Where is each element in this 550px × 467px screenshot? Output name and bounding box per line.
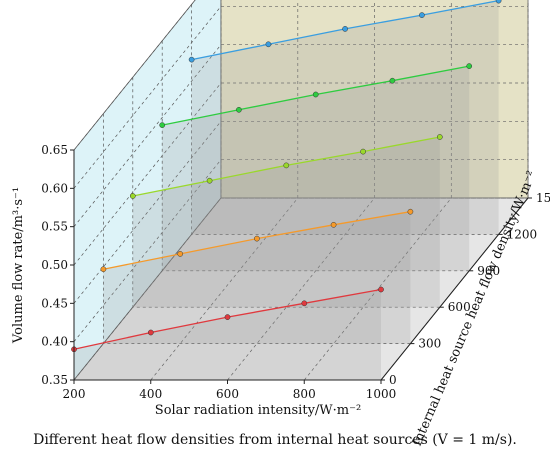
- data-point: [147, 329, 154, 336]
- x-tick-label: 800: [293, 387, 316, 401]
- data-point: [407, 208, 414, 215]
- z-tick-label: 600: [448, 300, 471, 314]
- data-point: [254, 235, 260, 242]
- data-point: [283, 162, 290, 169]
- data-point: [159, 122, 166, 128]
- grid-line-z: [132, 77, 440, 308]
- grid-line-z: [220, 0, 528, 199]
- data-point: [436, 134, 443, 140]
- series-fill: [221, 0, 528, 198]
- data-point: [312, 91, 319, 98]
- y-tick-label: 0.50: [41, 258, 68, 272]
- y-tick-label: 0.40: [41, 335, 68, 349]
- grid-line-y: [73, 82, 528, 266]
- y-axis-label: Volume flow rate/m³·s⁻¹: [11, 187, 26, 344]
- data-point: [177, 251, 184, 257]
- x-tick-label: 600: [216, 387, 239, 401]
- data-point: [236, 106, 242, 113]
- series-fill: [132, 137, 440, 308]
- data-point: [265, 41, 272, 48]
- data-point: [188, 56, 195, 63]
- grid-line-y: [73, 120, 528, 304]
- data-point: [224, 314, 231, 320]
- z-tick-label: 900: [477, 264, 500, 278]
- grid-line-z: [161, 40, 470, 272]
- grid-line-z: [191, 4, 499, 235]
- y-tick-label: 0.45: [41, 296, 68, 310]
- data-point: [342, 26, 348, 32]
- series-fill: [74, 289, 381, 380]
- data-point: [360, 148, 366, 155]
- data-point: [100, 266, 107, 273]
- data-point: [389, 77, 396, 84]
- series-fill: [162, 66, 470, 271]
- y-tick-label: 0.60: [41, 181, 68, 195]
- z-tick-label: 300: [418, 337, 441, 351]
- x-tick-label: 200: [63, 387, 86, 401]
- y-tick-label: 0.55: [41, 220, 68, 234]
- series-group: [71, 0, 502, 353]
- data-point: [466, 63, 473, 69]
- series-fill: [103, 211, 411, 344]
- data-point: [206, 177, 213, 184]
- z-tick-label: 1200: [507, 227, 538, 241]
- tick-label-group: 200 400 600 800 1000 0.35 0.40 0.45 0.50 0.55 0.60…: [41, 143, 550, 401]
- x-tick-label: 1000: [366, 387, 397, 401]
- z-tick-label: 0: [389, 373, 397, 387]
- z-axis-line: [380, 197, 529, 381]
- y-tick-label: 0.65: [41, 143, 68, 157]
- x-axis-label: Solar radiation intensity/W·m⁻²: [155, 403, 361, 418]
- figure-caption: Different heat flow densities from inter…: [33, 432, 517, 448]
- x-tick-label: 400: [139, 387, 162, 401]
- y-tick-label: 0.35: [41, 373, 68, 387]
- grid-line-y: [73, 159, 528, 342]
- data-point: [419, 12, 425, 18]
- data-point: [301, 300, 308, 307]
- grid-line-y: [73, 5, 528, 189]
- data-point: [495, 0, 502, 4]
- data-point: [378, 286, 384, 293]
- data-point: [330, 221, 337, 228]
- z-tick-label: 1500: [536, 191, 550, 205]
- data-point: [129, 193, 136, 199]
- floor-band-group: [74, 0, 528, 380]
- grid-line-z: [103, 113, 411, 344]
- grid-line-y: [73, 44, 528, 227]
- series-fill: [191, 0, 499, 235]
